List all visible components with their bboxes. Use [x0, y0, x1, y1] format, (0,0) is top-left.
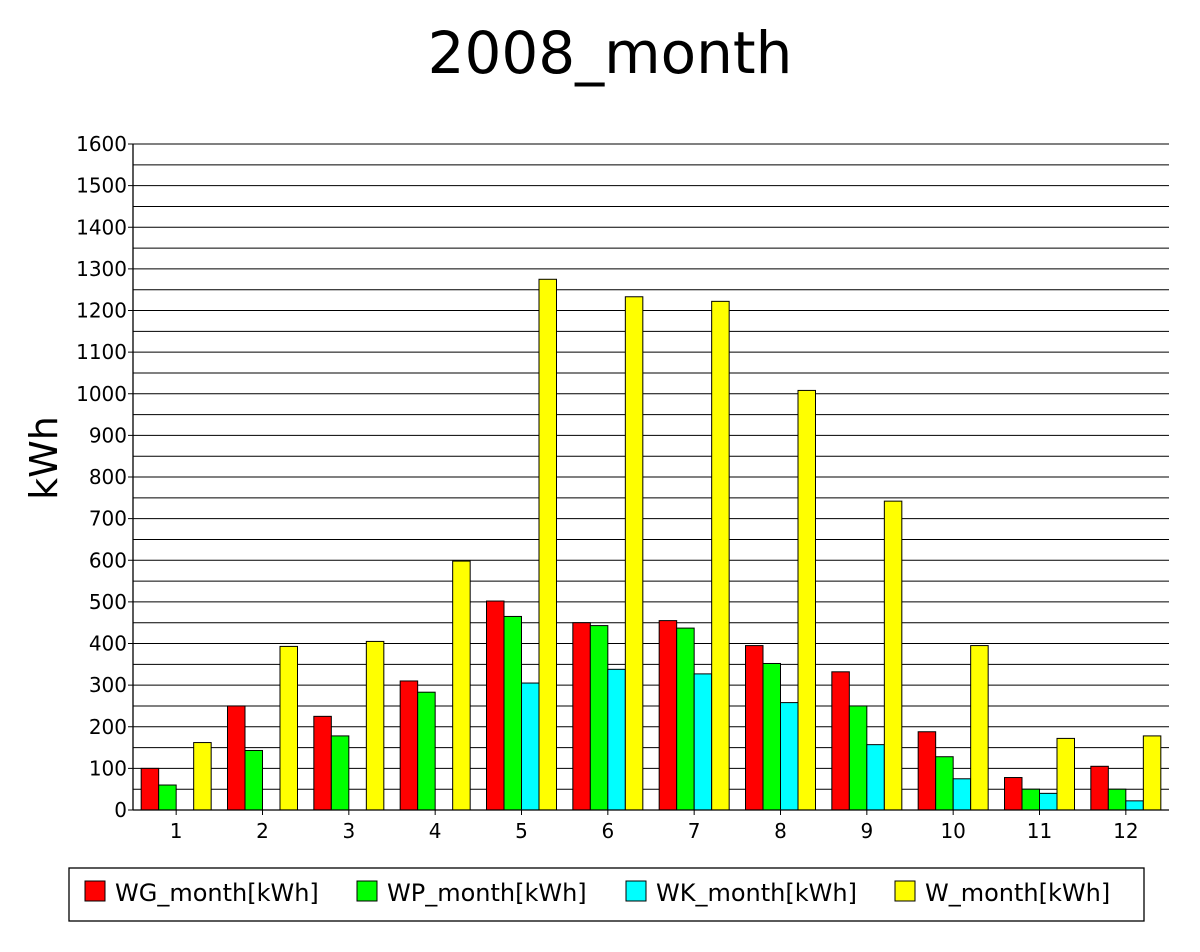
y-tick-label: 600: [89, 548, 127, 572]
bar-1-11: [1004, 777, 1023, 811]
legend-swatch-2: [356, 880, 378, 902]
y-tick-label: 200: [89, 715, 127, 739]
bar-4-6: [624, 296, 644, 811]
y-axis-ticks: 0 100 200 300 400 500 600 700 800 900 1000 1100 1200…: [76, 132, 133, 822]
y-tick-label: 800: [89, 465, 127, 489]
x-axis-ticks: 1 2 3 4 5 6 7 8 9 10 11 12: [170, 810, 1139, 843]
x-tick-label: 9: [860, 819, 873, 843]
bar-4-11: [1056, 737, 1075, 811]
x-tick-label: 4: [429, 819, 442, 843]
bar-1-2: [227, 705, 246, 811]
bar-4-7: [711, 300, 730, 811]
bar-2-5: [503, 615, 522, 811]
bar-3-7: [693, 673, 713, 811]
bar-3-8: [780, 702, 799, 811]
bar-1-1: [140, 767, 160, 811]
y-tick-label: 1300: [76, 257, 127, 281]
bar-4-3: [365, 640, 385, 811]
bar-1-4: [399, 680, 419, 811]
bar-1-9: [831, 671, 850, 811]
y-tick-label: 900: [89, 423, 127, 447]
bar-4-4: [452, 560, 471, 811]
y-tick-label: 0: [114, 798, 127, 822]
bar-2-12: [1107, 788, 1127, 811]
y-tick-label: 1100: [76, 340, 127, 364]
y-axis-label: kWh: [22, 416, 66, 500]
bar-2-8: [762, 662, 781, 811]
legend-box: [68, 867, 1145, 922]
y-tick-label: 1400: [76, 215, 127, 239]
legend-label-1: WG_month[kWh]: [115, 879, 319, 907]
bar-3-10: [952, 778, 972, 811]
bar-1-8: [745, 645, 764, 811]
y-tick-label: 1200: [76, 299, 127, 323]
y-tick-label: 300: [89, 673, 127, 697]
bar-3-12: [1125, 800, 1144, 811]
y-tick-label: 1000: [76, 382, 127, 406]
bar-1-5: [486, 600, 505, 811]
bars: [140, 278, 1162, 811]
bar-2-10: [935, 756, 954, 811]
bar-1-6: [572, 622, 591, 811]
x-tick-label: 10: [940, 819, 965, 843]
bar-1-12: [1090, 765, 1109, 811]
x-tick-label: 11: [1027, 819, 1052, 843]
bar-2-11: [1021, 788, 1040, 811]
bar-2-4: [417, 691, 436, 811]
bar-2-2: [244, 749, 263, 811]
bar-4-10: [970, 645, 989, 811]
bar-4-5: [538, 278, 557, 811]
y-tick-label: 1600: [76, 132, 127, 156]
bar-4-12: [1142, 735, 1162, 811]
bar-4-9: [883, 500, 903, 811]
x-tick-label: 12: [1113, 819, 1138, 843]
legend-swatch-4: [894, 880, 916, 902]
x-tick-label: 6: [601, 819, 614, 843]
x-tick-label: 8: [774, 819, 787, 843]
bar-4-8: [797, 389, 816, 811]
y-tick-label: 700: [89, 507, 127, 531]
bar-1-3: [313, 715, 332, 811]
bar-3-11: [1039, 792, 1058, 811]
y-tick-label: 500: [89, 590, 127, 614]
bar-2-3: [330, 735, 350, 811]
y-tick-label: 100: [89, 756, 127, 780]
x-tick-label: 7: [688, 819, 701, 843]
grid-lines: [133, 143, 1169, 790]
chart-title: 2008_month: [428, 19, 793, 87]
x-tick-label: 5: [515, 819, 528, 843]
legend-label-4: W_month[kWh]: [925, 879, 1110, 907]
bar-2-7: [676, 627, 695, 811]
legend: WG_month[kWh] WP_month[kWh] WK_month[kWh] W…: [68, 867, 1145, 922]
bar-1-7: [658, 620, 678, 811]
bar-2-6: [589, 625, 609, 811]
bar-4-2: [279, 645, 298, 811]
legend-label-2: WP_month[kWh]: [387, 879, 587, 907]
bar-1-10: [917, 731, 937, 811]
bar-4-1: [193, 742, 212, 811]
bar-2-9: [848, 705, 868, 811]
y-tick-label: 1500: [76, 174, 127, 198]
legend-label-3: WK_month[kWh]: [656, 879, 857, 907]
x-tick-label: 2: [256, 819, 269, 843]
legend-swatch-1: [84, 880, 106, 902]
bar-3-5: [521, 682, 540, 811]
bar-3-6: [607, 668, 626, 811]
legend-swatch-3: [625, 880, 647, 902]
bar-2-1: [158, 784, 177, 811]
bar-3-9: [866, 744, 885, 811]
y-tick-label: 400: [89, 632, 127, 656]
x-tick-label: 1: [170, 819, 183, 843]
x-tick-label: 3: [342, 819, 355, 843]
